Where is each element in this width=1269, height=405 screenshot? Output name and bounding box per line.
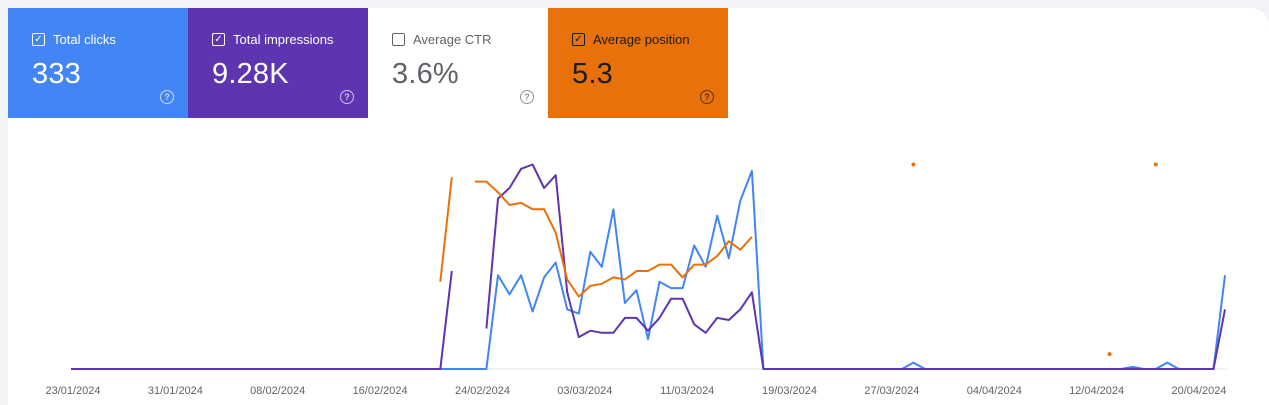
question-circle-icon[interactable]: ? <box>160 90 174 104</box>
x-tick-label: 19/03/2024 <box>762 385 817 397</box>
metric-header: ✓ Average position <box>572 32 690 47</box>
metric-value: 5.3 <box>572 58 613 90</box>
question-circle-icon[interactable]: ? <box>700 90 714 104</box>
performance-chart: 23/01/2024 31/01/2024 08/02/2024 16/02/2024… <box>8 118 1269 405</box>
x-tick-label: 04/04/2024 <box>967 385 1022 397</box>
metric-total-impressions[interactable]: ✓ Total impressions 9.28K ? <box>188 8 368 118</box>
question-circle-icon[interactable]: ? <box>520 90 534 104</box>
metric-label: Average CTR <box>413 32 492 47</box>
series-line[interactable] <box>71 270 453 370</box>
x-tick-label: 23/01/2024 <box>45 385 100 397</box>
metric-label: Total impressions <box>233 32 334 47</box>
series-line[interactable] <box>439 177 453 282</box>
metric-label: Average position <box>593 32 690 47</box>
metric-header: ✓ Total clicks <box>32 32 116 47</box>
x-axis-labels: 23/01/2024 31/01/2024 08/02/2024 16/02/2024… <box>45 385 1226 397</box>
series-total-impressions <box>71 163 1226 370</box>
data-point[interactable] <box>1153 162 1158 167</box>
x-tick-label: 24/02/2024 <box>455 385 510 397</box>
check-icon[interactable]: ✓ <box>572 33 585 46</box>
x-tick-label: 31/01/2024 <box>148 385 203 397</box>
x-tick-label: 08/02/2024 <box>250 385 305 397</box>
metric-average-ctr[interactable]: Average CTR 3.6% ? <box>368 8 548 118</box>
metric-header: Average CTR <box>392 32 492 47</box>
metric-value: 9.28K <box>212 58 289 90</box>
check-icon[interactable]: ✓ <box>32 33 45 46</box>
metric-label: Total clicks <box>53 32 116 47</box>
series-line[interactable] <box>485 163 1226 370</box>
x-tick-label: 16/02/2024 <box>353 385 408 397</box>
unchecked-box-icon[interactable] <box>392 33 405 46</box>
metric-average-position[interactable]: ✓ Average position 5.3 ? <box>548 8 728 118</box>
metric-tabs: ✓ Total clicks 333 ? ✓ Total impressions… <box>8 8 728 118</box>
x-tick-label: 27/03/2024 <box>864 385 919 397</box>
check-icon[interactable]: ✓ <box>212 33 225 46</box>
x-tick-label: 11/03/2024 <box>660 385 714 397</box>
x-tick-label: 03/03/2024 <box>557 385 612 397</box>
data-point[interactable] <box>1107 352 1112 357</box>
series-layer <box>71 162 1226 370</box>
x-tick-label: 20/04/2024 <box>1171 385 1226 397</box>
performance-card: ✓ Total clicks 333 ? ✓ Total impressions… <box>8 8 1269 405</box>
metric-total-clicks[interactable]: ✓ Total clicks 333 ? <box>8 8 188 118</box>
metric-header: ✓ Total impressions <box>212 32 333 47</box>
metric-value: 3.6% <box>392 58 459 90</box>
x-tick-label: 12/04/2024 <box>1069 385 1124 397</box>
series-line[interactable] <box>474 180 753 298</box>
series-average-position <box>439 162 1158 357</box>
metric-value: 333 <box>32 58 81 90</box>
question-circle-icon[interactable]: ? <box>340 90 354 104</box>
line-chart: 23/01/2024 31/01/2024 08/02/2024 16/02/2024… <box>45 162 1227 397</box>
data-point[interactable] <box>911 162 916 167</box>
